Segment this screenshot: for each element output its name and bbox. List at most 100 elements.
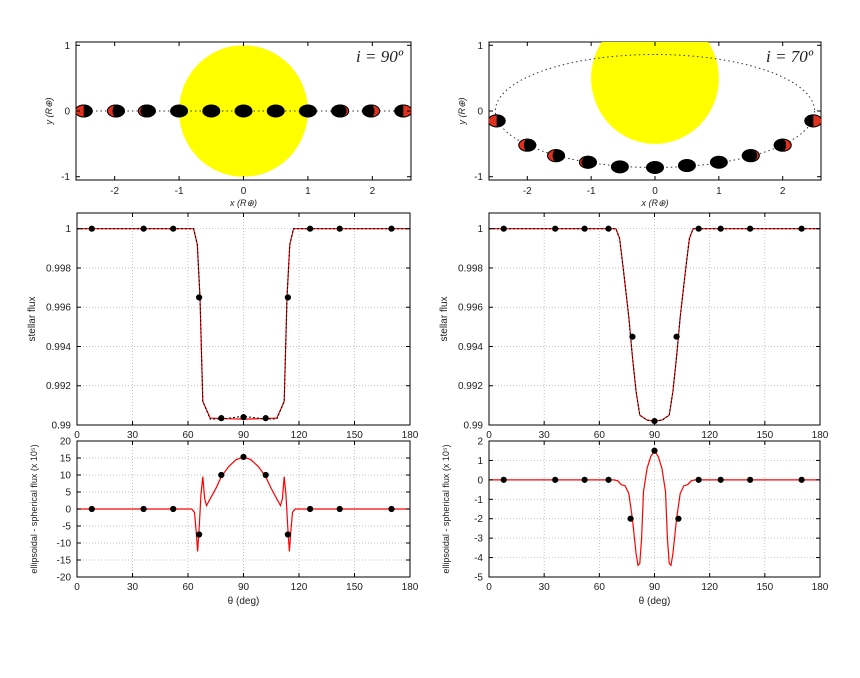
data-point — [284, 531, 291, 538]
planet-dayside — [547, 149, 557, 162]
planet-body — [677, 159, 696, 173]
y-tick-label: 0.99 — [52, 421, 72, 432]
y-tick-label: 10 — [60, 471, 72, 482]
planet-outline — [804, 114, 821, 128]
y-tick-label: -1 — [474, 495, 483, 506]
x-axis-label: x (R⊕) — [229, 198, 257, 208]
y-tick-label: 0 — [64, 107, 70, 118]
orbit-panel-i90: -2 -1 0 1 2 -1 0 1 x (R⊕) y (R⊕) i = 90º — [44, 41, 412, 208]
x-tick-label: 2 — [780, 186, 786, 197]
x-tick-label: 0 — [486, 582, 492, 593]
data-point — [798, 225, 805, 232]
plot-area — [77, 225, 410, 422]
x-tick-label: 60 — [594, 430, 606, 441]
y-tick-label: -4 — [474, 553, 483, 564]
x-axis-label: θ (deg) — [639, 596, 671, 607]
planet-marker — [331, 104, 350, 118]
x-axis-label: x (R⊕) — [640, 198, 668, 208]
plot-area — [489, 447, 820, 567]
x-tick-label: 180 — [402, 430, 419, 441]
x-tick-label: 30 — [539, 582, 551, 593]
planet-marker — [773, 138, 792, 152]
data-point — [336, 225, 343, 232]
y-tick-label: -10 — [57, 539, 72, 550]
data-point — [500, 476, 507, 483]
data-point — [284, 294, 291, 301]
y-tick-label: 0.994 — [46, 342, 71, 353]
flux-panel-i70: 0 30 60 90 120 150 180 0.99 0.992 0.994 0.996 0.998… — [439, 212, 829, 441]
x-tick-label: 180 — [812, 430, 829, 441]
y-tick-label: -20 — [57, 573, 72, 584]
x-tick-label: 60 — [182, 582, 194, 593]
planet-body — [202, 104, 221, 118]
planet-outline — [489, 114, 506, 128]
data-point — [140, 505, 147, 513]
planet-marker — [578, 155, 597, 169]
y-tick-label: -2 — [474, 514, 483, 525]
y-tick-label: 0.996 — [458, 303, 483, 314]
data-point — [218, 471, 225, 479]
y-tick-label: 0.996 — [46, 303, 71, 314]
y-tick-label: 0.998 — [458, 263, 483, 274]
residual-panel-i90: 0 30 60 90 120 150 180 -20 -15 -10 -5 0 5 10 15 20 θ (de… — [29, 437, 419, 608]
planet-outline — [394, 104, 411, 118]
data-point — [307, 505, 314, 513]
data-point — [88, 505, 95, 513]
planet-dayside — [518, 139, 528, 152]
planet-marker — [804, 114, 821, 128]
planet-body — [610, 160, 629, 174]
planet-marker — [298, 104, 317, 118]
data-point — [240, 453, 247, 461]
y-tick-label: -5 — [474, 573, 483, 584]
data-point — [218, 415, 225, 422]
y-tick-label: 5 — [65, 488, 71, 499]
y-tick-label: 0 — [65, 505, 71, 516]
data-point — [307, 225, 314, 232]
x-tick-label: 30 — [539, 430, 551, 441]
data-point — [170, 225, 177, 232]
x-tick-label: 90 — [238, 582, 250, 593]
y-tick-label: 0 — [477, 107, 483, 118]
y-axis-label: ellipsoidal - spherical flux (x 10⁵) — [441, 444, 451, 573]
inclination-annotation: i = 70º — [766, 47, 814, 66]
y-tick-label: 1 — [65, 224, 71, 235]
x-tick-label: 120 — [291, 430, 308, 441]
data-point — [717, 225, 724, 232]
x-tick-label: 1 — [305, 186, 311, 197]
planet-marker — [170, 104, 189, 118]
planet-dayside — [371, 105, 380, 117]
data-point — [552, 476, 559, 483]
y-tick-label: 0.992 — [46, 381, 71, 392]
plot-background — [489, 441, 820, 577]
planet-dayside — [750, 149, 760, 162]
x-tick-label: 180 — [812, 582, 829, 593]
flux-panel-i90: 0 30 60 90 120 150 180 0.99 0.992 0.994 0.996 0.998… — [27, 212, 419, 441]
planet-marker — [677, 159, 696, 173]
x-tick-label: 0 — [486, 430, 492, 441]
x-tick-label: 0 — [652, 186, 658, 197]
x-tick-label: 2 — [370, 186, 376, 197]
y-tick-label: 1 — [477, 224, 483, 235]
data-point — [605, 225, 612, 232]
data-point — [500, 225, 507, 232]
x-tick-label: 150 — [346, 430, 363, 441]
planet-dayside — [340, 105, 349, 117]
planet-body — [266, 104, 285, 118]
planet-dayside — [138, 105, 147, 117]
planet-marker — [489, 114, 506, 128]
data-point — [695, 476, 702, 483]
orbit-path — [494, 53, 816, 169]
planet-outline — [137, 104, 156, 118]
data-point — [798, 476, 805, 483]
planet-dayside — [813, 114, 821, 127]
data-point — [695, 225, 702, 232]
data-point — [262, 415, 269, 422]
planet-outline — [773, 138, 792, 152]
planet-marker — [518, 138, 537, 152]
x-tick-label: 60 — [594, 582, 606, 593]
data-point — [170, 505, 177, 513]
y-tick-label: 20 — [60, 437, 72, 448]
x-tick-label: 1 — [716, 186, 722, 197]
y-tick-label: -1 — [61, 172, 70, 183]
y-tick-label: 1 — [477, 41, 483, 52]
